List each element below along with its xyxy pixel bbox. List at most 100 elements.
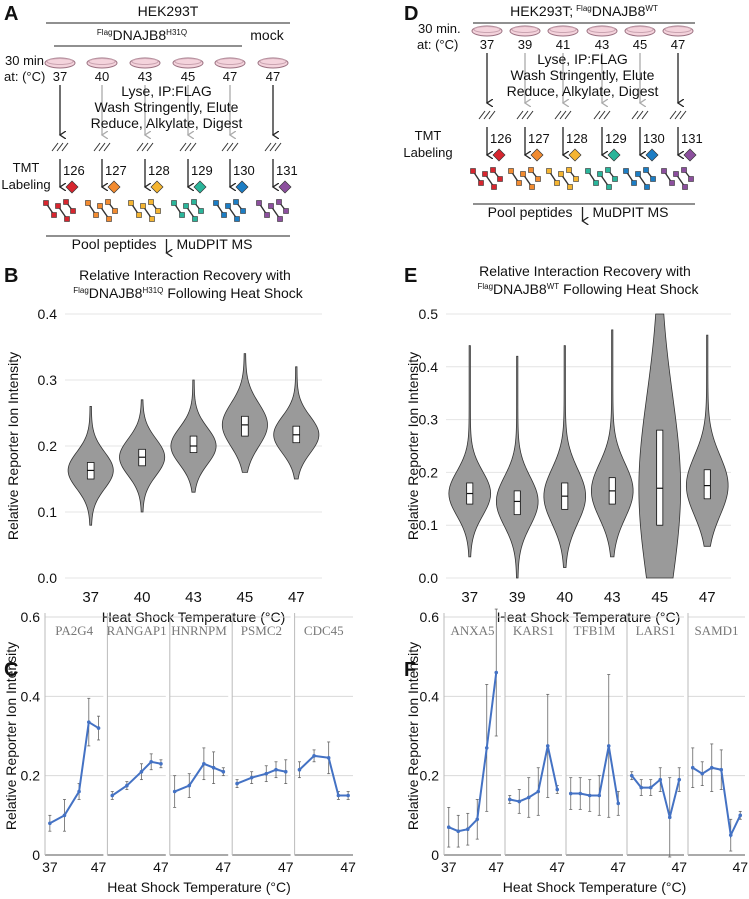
peptide-hash (141, 142, 149, 152)
peptide-tag (240, 208, 246, 214)
tag: 130 (643, 131, 665, 146)
temp: 40 (95, 69, 109, 84)
ms-label: MuDPIT MS (177, 236, 253, 252)
box (656, 429, 664, 526)
chart-title-rest: Following Heat Shock (563, 281, 699, 297)
point (738, 813, 743, 818)
chart-title: FlagDNAJB8WT Following Heat Shock (477, 281, 699, 297)
point (249, 775, 254, 780)
series-line (630, 775, 681, 818)
labeling-text: TMT (13, 160, 40, 175)
series-line (236, 768, 286, 785)
x-tick-label: 40 (556, 589, 573, 606)
construct-suffix: WT (547, 282, 560, 291)
x-tick-label: 47 (549, 859, 565, 875)
construct-suffix: WT (645, 4, 658, 13)
peptide-tag (597, 171, 603, 177)
point (639, 785, 644, 790)
dish-rim (626, 26, 654, 33)
point (494, 670, 499, 675)
x-tick-label: 37 (441, 859, 457, 875)
peptide-tag (93, 212, 99, 218)
peptide-hash (669, 110, 677, 120)
peptide-tag (85, 200, 91, 206)
point (667, 815, 672, 820)
control-label: mock (250, 27, 284, 43)
peptide-hash (483, 110, 491, 120)
violin (590, 329, 634, 558)
facet-title: TFB1M (574, 623, 616, 638)
peptide-tag (63, 199, 69, 205)
x-tick-label: 47 (340, 859, 356, 875)
facet-title: PSMC2 (241, 623, 282, 638)
point (264, 771, 269, 776)
tag-diamond (235, 180, 249, 194)
peptide-tag (277, 216, 283, 222)
peptide-tag (528, 167, 534, 173)
y-tick-label: 0.5 (419, 306, 439, 322)
peptide-tag (635, 171, 641, 177)
construct-prefix: Flag (73, 286, 89, 295)
point (648, 785, 653, 790)
violin (495, 355, 539, 579)
peptide-tag (264, 212, 270, 218)
peptide-tag (276, 199, 282, 205)
peptide-hash (136, 142, 144, 152)
peptide-tag (605, 167, 611, 173)
y-tick-label: 0.1 (419, 517, 439, 533)
peptide-tag (256, 200, 262, 206)
point (283, 769, 288, 774)
point (475, 817, 480, 822)
peptide-tag (546, 168, 552, 174)
tag-diamond (530, 148, 544, 162)
y-tick-label: 0.2 (420, 768, 440, 784)
point (87, 720, 91, 724)
peptide-hash (103, 142, 111, 152)
peptide-hash (593, 110, 601, 120)
peptide-tag (631, 180, 637, 186)
series-line (174, 762, 224, 793)
y-tick-label: 0.3 (419, 412, 439, 428)
labeling-text: Labeling (1, 177, 50, 192)
step: Wash Stringently, Elute (511, 67, 655, 83)
peptide-tag (516, 180, 522, 186)
peptide-hash (641, 110, 649, 120)
peptide-tag (97, 203, 103, 209)
peptide-hash (189, 142, 197, 152)
peptide-tag (661, 168, 667, 174)
temp-prefix: at: (°C) (417, 37, 458, 52)
dish-rim (588, 26, 616, 33)
labeling-text: TMT (415, 128, 442, 143)
peptide-hash (179, 142, 187, 152)
panel-letter: B (4, 265, 18, 287)
x-tick-label: 47 (671, 859, 687, 875)
ms-label: MuDPIT MS (593, 204, 669, 220)
construct-name: DNAJB8 (493, 281, 547, 297)
chart-title: Relative Interaction Recovery with (479, 263, 691, 279)
x-tick-label: 47 (699, 589, 716, 606)
temp-prefix: at: (°C) (4, 69, 45, 84)
peptide-hash (264, 142, 272, 152)
point (507, 797, 512, 802)
point (211, 765, 216, 770)
peptide-tag (64, 216, 70, 222)
peptide-hash (603, 110, 611, 120)
point (555, 787, 560, 792)
point (606, 744, 611, 748)
point (616, 801, 621, 806)
peptide-tag (136, 212, 142, 218)
x-tick-label: 43 (604, 589, 621, 606)
point (578, 791, 583, 796)
peptide-hash (636, 110, 644, 120)
peptide-hash (269, 142, 277, 152)
point (149, 759, 153, 764)
point (709, 765, 714, 770)
facet-title: CDC45 (304, 623, 344, 638)
peptide-hash (488, 110, 496, 120)
temp: 47 (223, 69, 237, 84)
peptide-hash (61, 142, 69, 152)
chart-title: FlagDNAJB8H31Q Following Heat Shock (73, 285, 304, 301)
y-tick-label: 0.0 (419, 570, 439, 586)
point (187, 783, 192, 788)
construct-prefix: Flag (576, 4, 592, 13)
